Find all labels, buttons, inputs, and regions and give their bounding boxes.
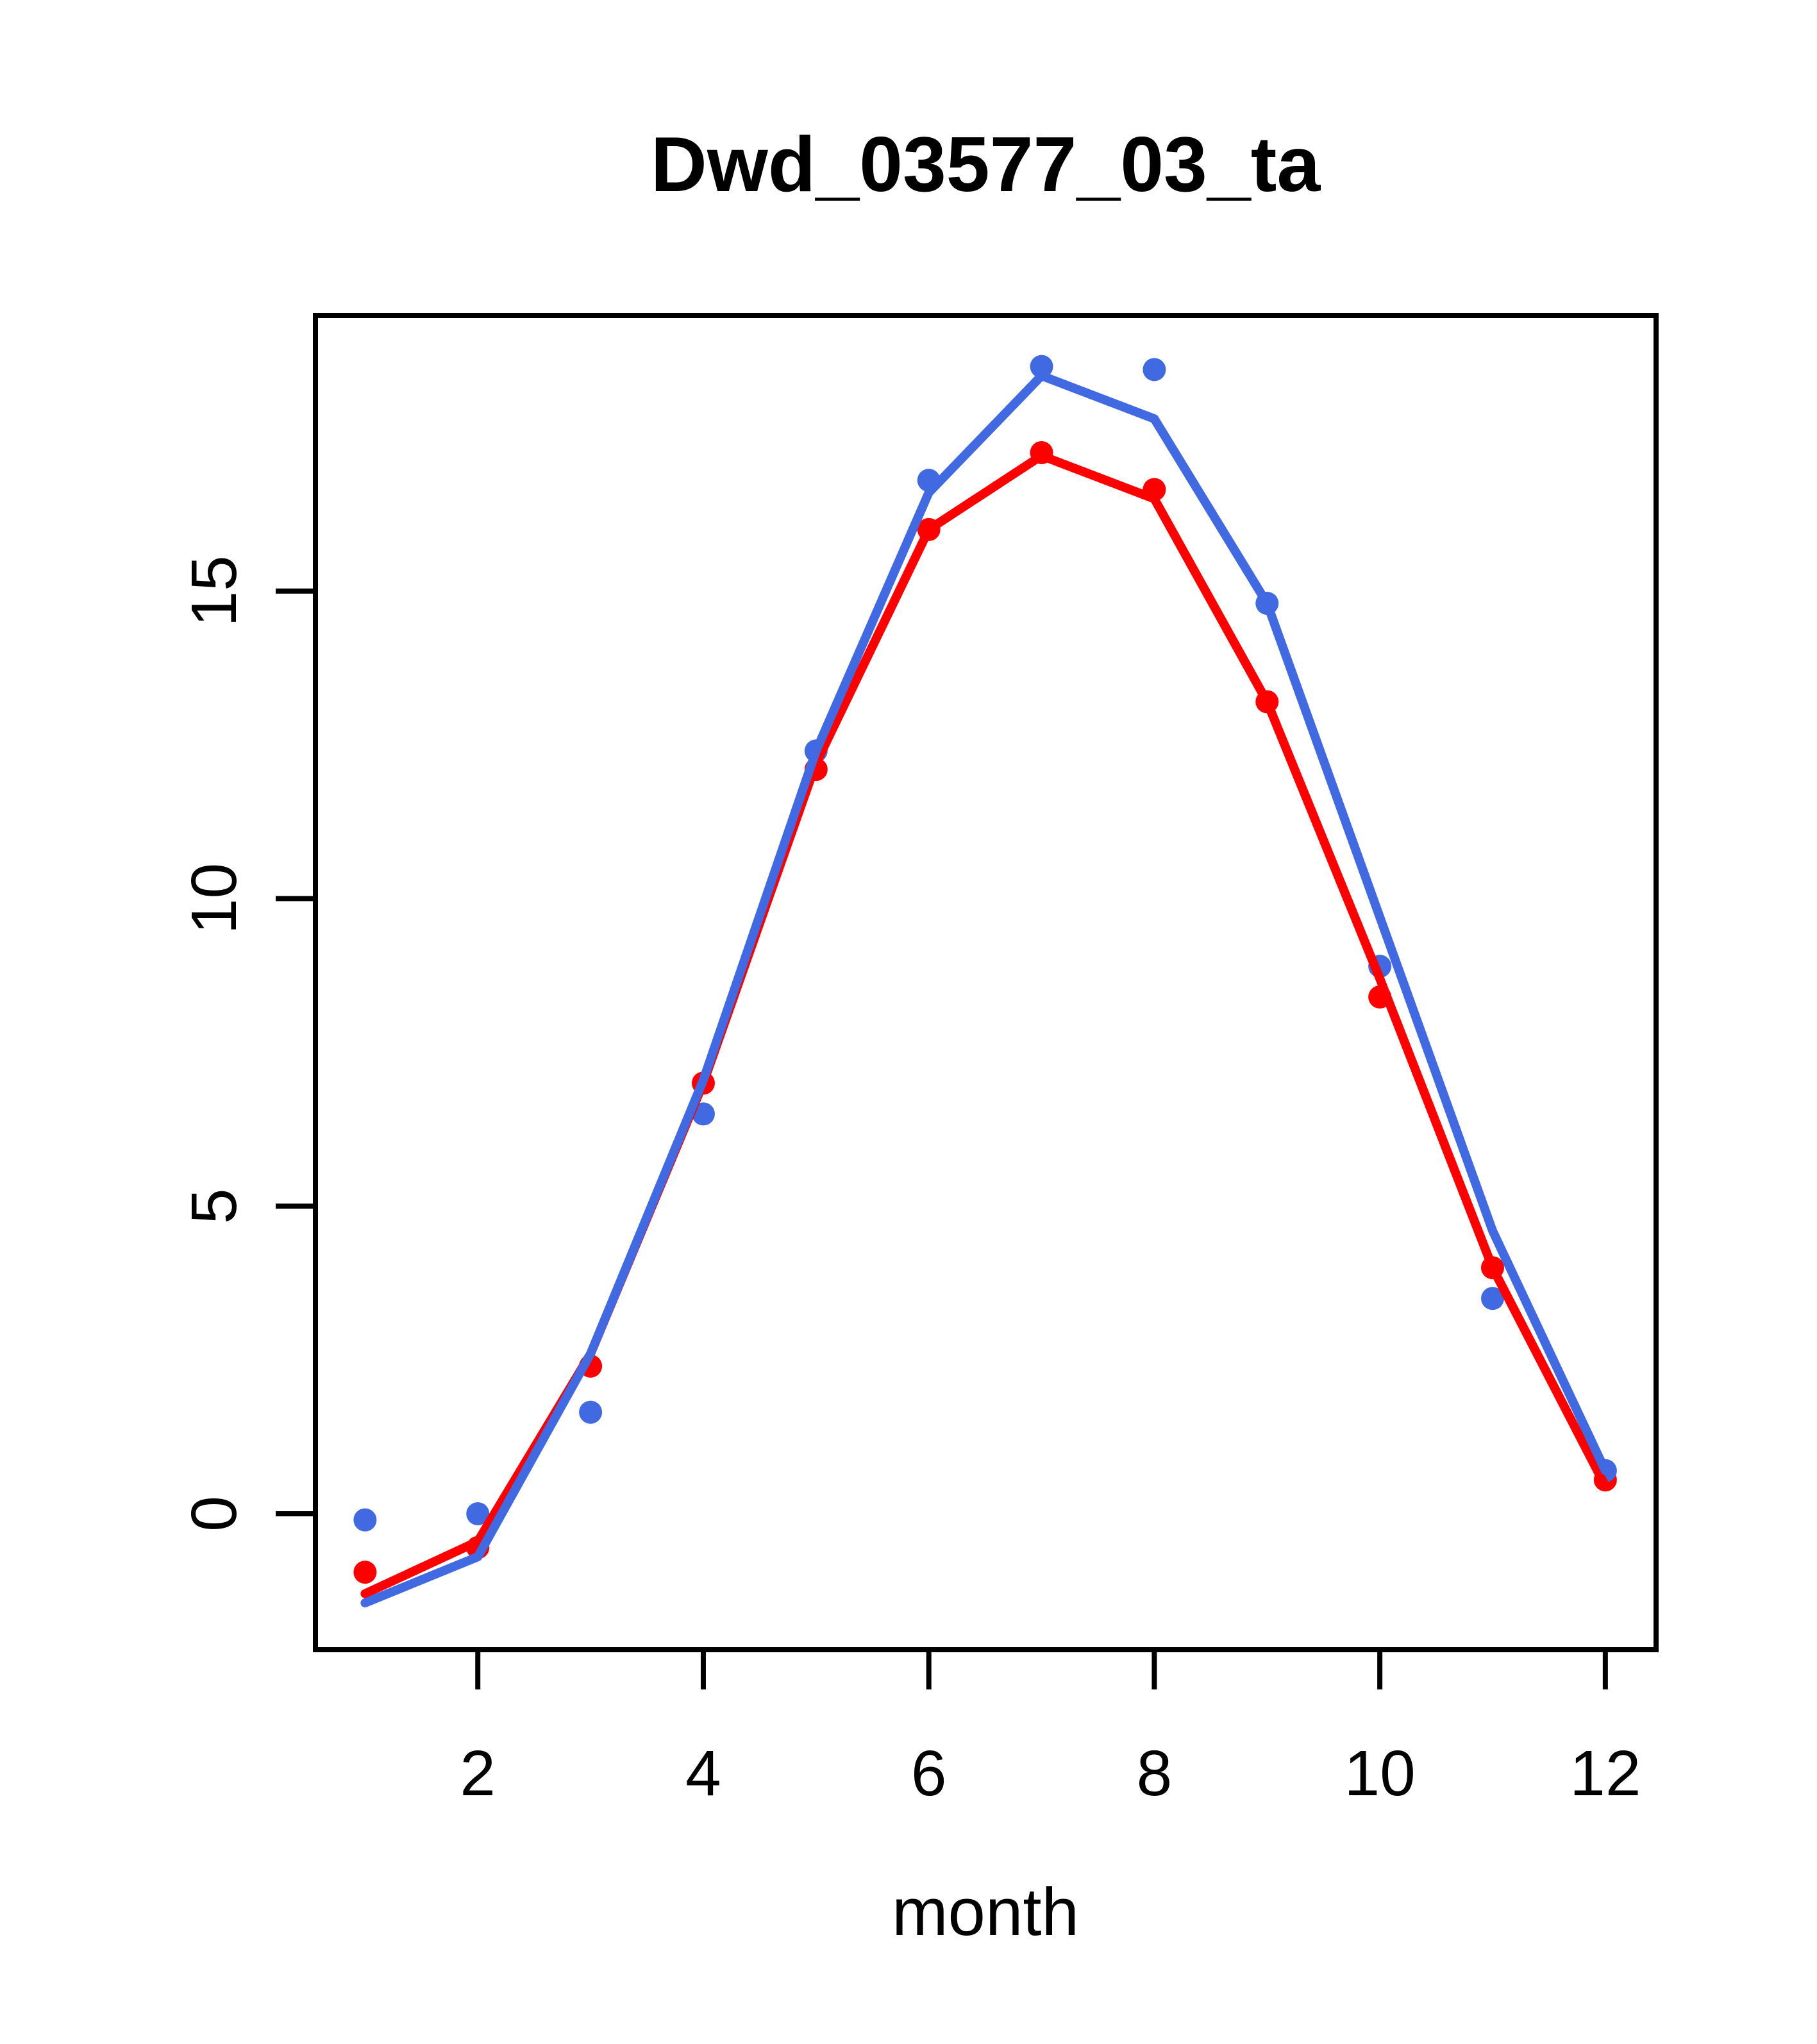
x-tick-label: 4	[685, 1738, 721, 1809]
x-tick-label: 6	[911, 1738, 947, 1809]
series-layer	[353, 355, 1617, 1608]
blue-points-marker	[1143, 358, 1166, 381]
red-points-marker	[353, 1561, 377, 1584]
y-tick-label: 0	[178, 1496, 250, 1532]
y-tick-label: 10	[178, 863, 250, 934]
x-tick-label: 10	[1344, 1738, 1416, 1809]
red-points	[353, 440, 1617, 1584]
x-axis-title: month	[892, 1875, 1079, 1950]
blue-points-marker	[579, 1400, 603, 1424]
blue-line	[360, 371, 1610, 1608]
y-tick-label: 15	[178, 555, 250, 626]
blue-points-marker	[466, 1502, 490, 1525]
chart-title: Dwd_03577_03_ta	[651, 121, 1321, 208]
x-axis-tick-labels: 2 4 6 8 10 12	[460, 1738, 1641, 1809]
blue-points-marker	[353, 1508, 377, 1532]
y-axis-tick-labels: 0 5 10 15	[178, 555, 250, 1532]
x-tick-label: 2	[460, 1738, 496, 1809]
blue-points	[353, 355, 1617, 1532]
x-tick-label: 8	[1137, 1738, 1173, 1809]
blue-points-marker	[1481, 1287, 1504, 1311]
blue-points-marker	[1030, 355, 1053, 378]
plot-area	[313, 313, 1659, 1652]
y-tick-label: 5	[178, 1188, 250, 1224]
plot-box	[313, 313, 1659, 1652]
y-axis-ticks	[276, 588, 315, 1516]
x-tick-label: 12	[1570, 1738, 1641, 1809]
x-axis-ticks	[475, 1650, 1608, 1689]
